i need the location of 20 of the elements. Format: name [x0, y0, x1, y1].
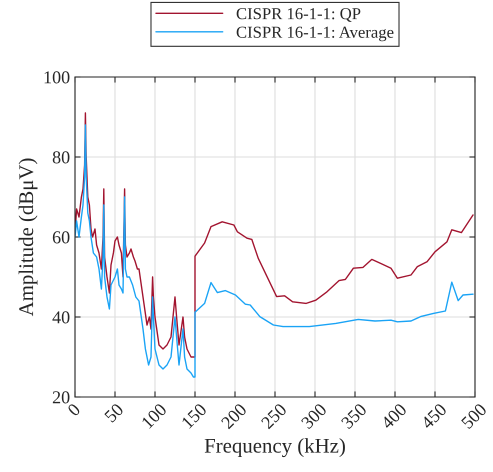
- x-tick-label: 200: [220, 402, 248, 430]
- x-tick-label: 400: [380, 402, 408, 430]
- x-tick-label: 50: [104, 402, 124, 423]
- y-tick-label: 40: [52, 311, 70, 324]
- y-tick-label: 60: [52, 231, 70, 244]
- y-axis-title: Amplitude (dBμV): [18, 158, 38, 316]
- x-tick-label: 150: [181, 402, 208, 429]
- x-tick-label: 500: [460, 402, 488, 430]
- x-tick-label: 250: [260, 402, 288, 430]
- x-axis-title: Frequency (kHz): [204, 438, 345, 458]
- y-tick-label: 100: [44, 71, 70, 84]
- x-tick-label: 300: [300, 402, 328, 430]
- legend-label: CISPR 16-1-1: Average: [236, 26, 394, 42]
- x-tick-label: 350: [340, 402, 368, 430]
- y-tick-label: 20: [52, 391, 70, 404]
- y-tick-label: 80: [52, 151, 70, 164]
- x-tick-label: 0: [66, 402, 81, 417]
- legend-label: CISPR 16-1-1: QP: [236, 8, 360, 22]
- x-tick-label: 100: [141, 402, 168, 429]
- x-tick-label: 450: [420, 402, 448, 430]
